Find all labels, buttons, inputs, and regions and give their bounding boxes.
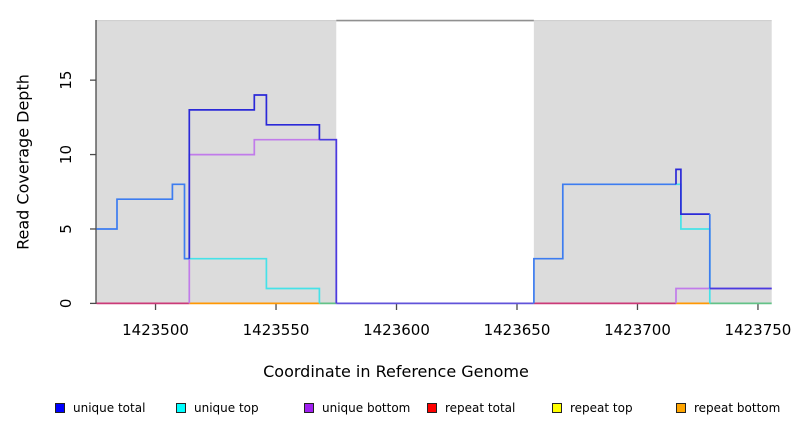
legend-item-repeat-top: repeat top bbox=[552, 400, 633, 416]
legend-item-unique-bottom: unique bottom bbox=[304, 400, 410, 416]
y-tick-label: 10 bbox=[57, 145, 75, 164]
series-unique-total-left-blend bbox=[96, 183, 190, 260]
series-unique-total-left-indigo bbox=[319, 138, 338, 304]
legend-swatch-unique-bottom bbox=[304, 403, 314, 413]
legend-label: repeat bottom bbox=[694, 401, 781, 415]
x-tick-label: 1423750 bbox=[725, 321, 792, 339]
legend-item-repeat-total: repeat total bbox=[427, 400, 515, 416]
y-axis-title: Read Coverage Depth bbox=[13, 74, 33, 250]
legend-label: unique total bbox=[73, 401, 146, 415]
covered-region bbox=[96, 20, 337, 304]
series-unique-total-right-dark bbox=[675, 168, 710, 215]
legend-swatch-repeat-top bbox=[552, 403, 562, 413]
x-tick-label: 1423600 bbox=[363, 321, 430, 339]
legend-label: unique top bbox=[194, 401, 259, 415]
x-axis-title: Coordinate in Reference Genome bbox=[263, 362, 529, 381]
legend-swatch-unique-total bbox=[55, 403, 65, 413]
series-unique-total-right-blend bbox=[533, 183, 676, 304]
x-tick-label: 1423550 bbox=[243, 321, 310, 339]
legend-item-repeat-bottom: repeat bottom bbox=[676, 400, 780, 416]
legend-label: repeat top bbox=[570, 401, 633, 415]
x-tick-label: 1423700 bbox=[604, 321, 671, 339]
legend: unique total unique top unique bottom repea… bbox=[0, 400, 792, 418]
series-unique-total-left-dark bbox=[188, 94, 321, 259]
legend-item-unique-total: unique total bbox=[55, 400, 145, 416]
legend-swatch-unique-top bbox=[176, 403, 186, 413]
covered-region bbox=[533, 20, 772, 304]
legend-swatch-repeat-total bbox=[427, 403, 437, 413]
legend-label: unique bottom bbox=[322, 401, 411, 415]
y-tick-label: 0 bbox=[57, 299, 75, 309]
legend-swatch-repeat-bottom bbox=[676, 403, 686, 413]
x-tick-label: 1423500 bbox=[122, 321, 189, 339]
y-tick-label: 15 bbox=[57, 71, 75, 90]
legend-item-unique-top: unique top bbox=[176, 400, 259, 416]
series-unique-top-left bbox=[184, 257, 321, 304]
x-tick-label: 1423650 bbox=[484, 321, 551, 339]
legend-label: repeat total bbox=[445, 401, 516, 415]
y-tick-label: 5 bbox=[57, 224, 75, 234]
